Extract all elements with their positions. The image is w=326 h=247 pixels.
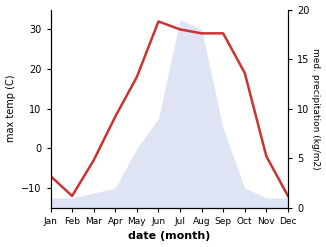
X-axis label: date (month): date (month) [128,231,210,242]
Y-axis label: med. precipitation (kg/m2): med. precipitation (kg/m2) [311,48,320,169]
Y-axis label: max temp (C): max temp (C) [6,75,16,143]
